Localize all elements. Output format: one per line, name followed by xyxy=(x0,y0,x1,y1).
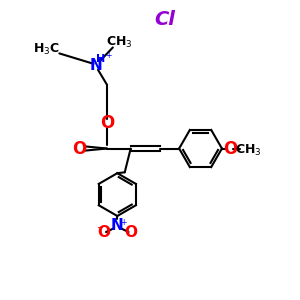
Text: O: O xyxy=(100,114,114,132)
Text: $^+$: $^+$ xyxy=(118,218,128,228)
Text: H$^+$: H$^+$ xyxy=(95,50,113,65)
Text: Cl: Cl xyxy=(154,10,175,29)
Text: $^-$: $^-$ xyxy=(95,225,104,235)
Text: CH$_3$: CH$_3$ xyxy=(106,34,133,50)
Text: O: O xyxy=(124,225,137,240)
Text: H$_3$C: H$_3$C xyxy=(32,42,59,57)
Text: N: N xyxy=(90,58,103,73)
Text: O: O xyxy=(72,140,86,158)
Text: CH$_3$: CH$_3$ xyxy=(235,142,261,158)
Text: N: N xyxy=(111,218,124,233)
Text: O: O xyxy=(223,140,237,158)
Text: O: O xyxy=(98,225,110,240)
